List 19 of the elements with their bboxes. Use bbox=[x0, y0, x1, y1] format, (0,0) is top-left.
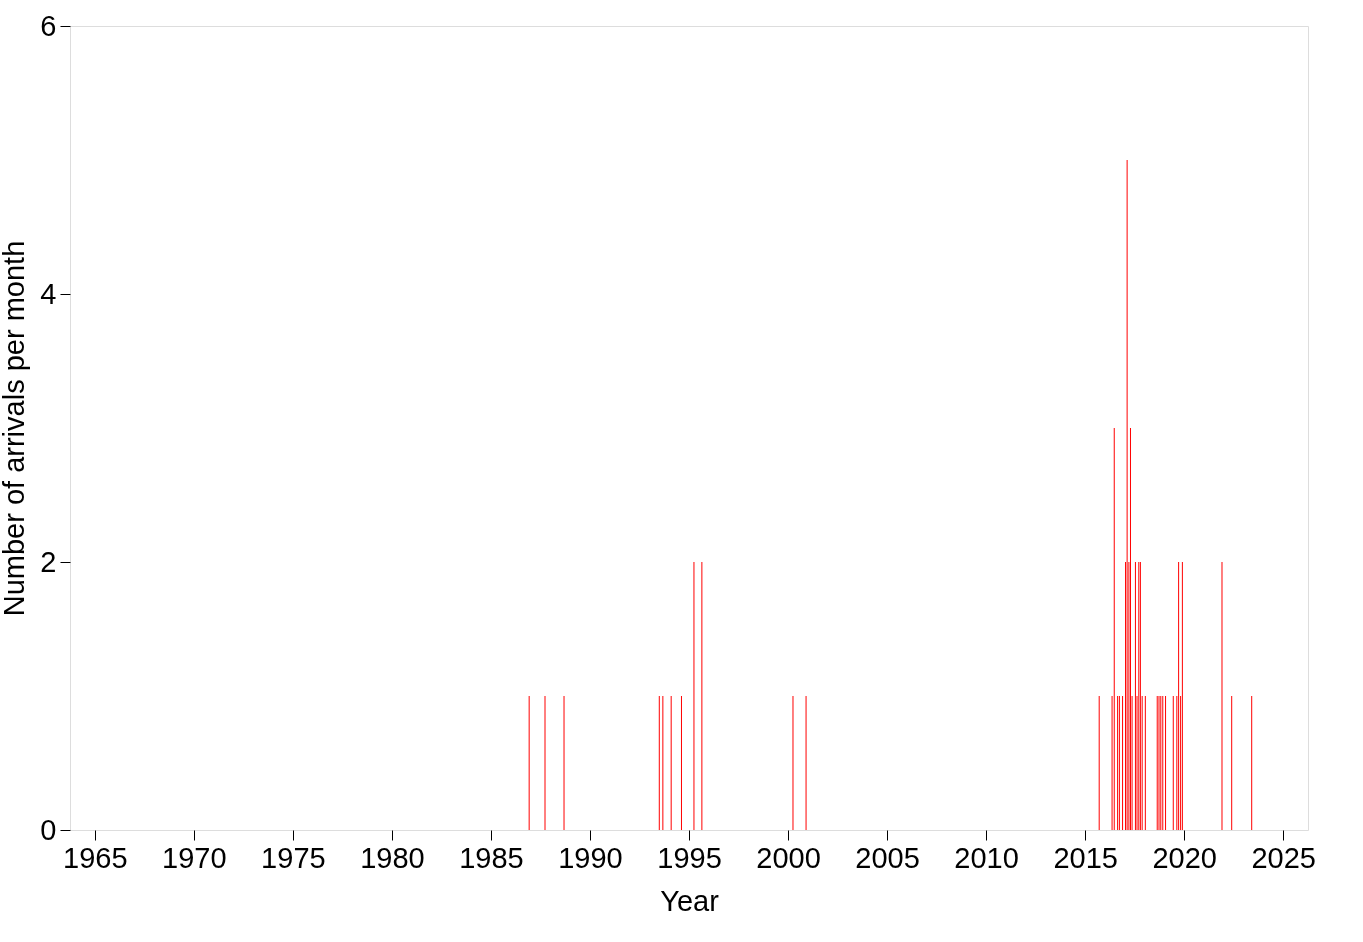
x-tick-label: 2020 bbox=[1152, 841, 1217, 874]
y-tick-label: 0 bbox=[40, 813, 57, 846]
x-tick-label: 1970 bbox=[162, 841, 227, 874]
x-tick-label: 1980 bbox=[360, 841, 425, 874]
y-axis-title: Number of arrivals per month bbox=[0, 240, 31, 617]
y-tick-label: 4 bbox=[40, 277, 57, 310]
x-tick-label: 1990 bbox=[558, 841, 623, 874]
x-tick-label: 2010 bbox=[954, 841, 1019, 874]
x-tick-label: 1965 bbox=[63, 841, 128, 874]
x-tick-label: 2025 bbox=[1251, 841, 1316, 874]
x-tick-label: 1995 bbox=[657, 841, 722, 874]
x-axis-title: Year bbox=[660, 884, 720, 917]
x-tick-label: 1975 bbox=[261, 841, 326, 874]
x-tick-label: 2015 bbox=[1053, 841, 1118, 874]
x-tick-label: 2005 bbox=[855, 841, 920, 874]
y-tick-label: 6 bbox=[40, 9, 57, 42]
x-tick-label: 1985 bbox=[459, 841, 524, 874]
x-tick-label: 2000 bbox=[756, 841, 821, 874]
y-tick-label: 2 bbox=[40, 545, 57, 578]
